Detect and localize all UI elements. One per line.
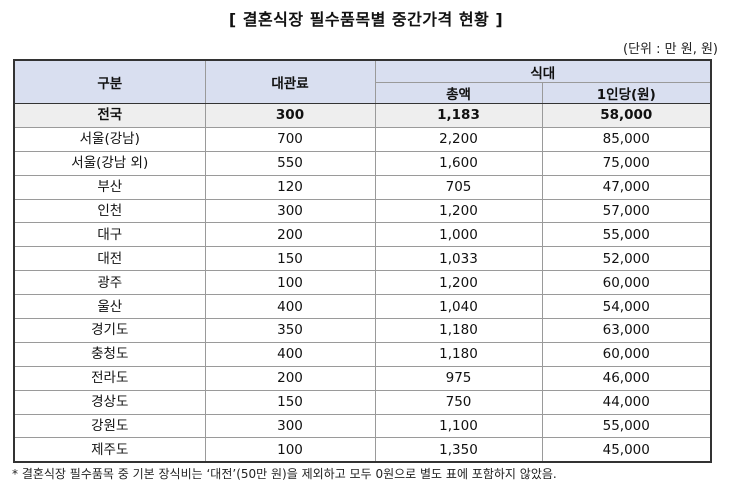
cell-meal-per-person: 60,000 [541,270,712,296]
cell-meal-total: 705 [374,174,543,200]
cell-meal-per-person: 60,000 [541,341,712,367]
unit-note: (단위 : 만 원, 원) [623,42,718,57]
cell-region: 대전 [13,246,206,272]
cell-meal-total: 1,180 [374,341,543,367]
cell-meal-total: 1,180 [374,318,543,343]
cell-venue-fee: 120 [204,174,376,200]
cell-meal-per-person: 55,000 [541,222,712,248]
cell-meal-total: 1,040 [374,294,543,320]
table-row: 경상도 150 750 44,000 [13,389,712,415]
cell-meal-total: 1,000 [374,222,543,248]
header-meal-per-person: 1인당(원) [541,82,712,104]
cell-meal-per-person: 57,000 [541,198,712,224]
table-header: 구분 대관료 식대 총액 1인당(원) [13,59,712,104]
table-row: 대전 150 1,033 52,000 [13,246,712,272]
table-row: 강원도 300 1,100 55,000 [13,413,712,439]
cell-meal-per-person: 47,000 [541,174,712,200]
table-row: 전라도 200 975 46,000 [13,365,712,391]
cell-region: 제주도 [13,437,206,463]
cell-meal-per-person: 58,000 [541,103,712,128]
cell-venue-fee: 150 [204,389,376,415]
price-table: 구분 대관료 식대 총액 1인당(원) 전국 300 1,183 58,000 서울(강… [13,59,712,464]
cell-venue-fee: 300 [204,103,376,128]
cell-venue-fee: 300 [204,413,376,439]
cell-meal-per-person: 75,000 [541,150,712,176]
cell-region: 충청도 [13,341,206,367]
cell-region: 서울(강남 외) [13,150,206,176]
table-title: [ 결혼식장 필수품목별 중간가격 현황 ] [228,10,504,29]
cell-venue-fee: 300 [204,198,376,224]
cell-venue-fee: 400 [204,341,376,367]
cell-meal-per-person: 52,000 [541,246,712,272]
footnote: * 결혼식장 필수품목 중 기본 장식비는 ‘대전’(50만 원)을 제외하고 … [12,467,557,481]
table-row: 울산 400 1,040 54,000 [13,294,712,320]
header-venue-fee: 대관료 [204,59,376,104]
cell-meal-per-person: 85,000 [541,126,712,152]
cell-region: 광주 [13,270,206,296]
table-row-total: 전국 300 1,183 58,000 [13,103,712,128]
cell-venue-fee: 700 [204,126,376,152]
table-row: 인천 300 1,200 57,000 [13,198,712,224]
cell-meal-per-person: 54,000 [541,294,712,320]
cell-region: 울산 [13,294,206,320]
table-row: 광주 100 1,200 60,000 [13,270,712,296]
cell-meal-total: 750 [374,389,543,415]
cell-region: 전라도 [13,365,206,391]
table-row: 서울(강남 외) 550 1,600 75,000 [13,150,712,176]
table-row: 충청도 400 1,180 60,000 [13,341,712,367]
cell-region: 경상도 [13,389,206,415]
cell-venue-fee: 100 [204,437,376,463]
cell-meal-total: 2,200 [374,126,543,152]
header-region: 구분 [13,59,206,104]
header-meal-total: 총액 [374,82,543,104]
cell-meal-total: 1,600 [374,150,543,176]
cell-meal-per-person: 55,000 [541,413,712,439]
cell-region: 경기도 [13,318,206,343]
table-row: 경기도 350 1,180 63,000 [13,318,712,343]
cell-meal-per-person: 46,000 [541,365,712,391]
cell-meal-total: 1,100 [374,413,543,439]
cell-region: 인천 [13,198,206,224]
cell-region: 대구 [13,222,206,248]
cell-region: 강원도 [13,413,206,439]
cell-venue-fee: 350 [204,318,376,343]
cell-venue-fee: 550 [204,150,376,176]
cell-venue-fee: 200 [204,222,376,248]
cell-meal-per-person: 44,000 [541,389,712,415]
cell-venue-fee: 400 [204,294,376,320]
table-row: 서울(강남) 700 2,200 85,000 [13,126,712,152]
cell-region: 전국 [13,103,206,128]
table-row: 부산 120 705 47,000 [13,174,712,200]
cell-region: 부산 [13,174,206,200]
table-row: 대구 200 1,000 55,000 [13,222,712,248]
table-body: 전국 300 1,183 58,000 서울(강남) 700 2,200 85,000 서울(강… [13,103,712,463]
cell-meal-per-person: 45,000 [541,437,712,463]
cell-venue-fee: 100 [204,270,376,296]
cell-meal-total: 1,350 [374,437,543,463]
cell-region: 서울(강남) [13,126,206,152]
cell-meal-total: 1,183 [374,103,543,128]
header-meal-group: 식대 [374,59,712,83]
cell-meal-total: 975 [374,365,543,391]
cell-meal-total: 1,200 [374,198,543,224]
table-row: 제주도 100 1,350 45,000 [13,437,712,463]
cell-meal-per-person: 63,000 [541,318,712,343]
cell-venue-fee: 200 [204,365,376,391]
cell-meal-total: 1,033 [374,246,543,272]
cell-meal-total: 1,200 [374,270,543,296]
cell-venue-fee: 150 [204,246,376,272]
